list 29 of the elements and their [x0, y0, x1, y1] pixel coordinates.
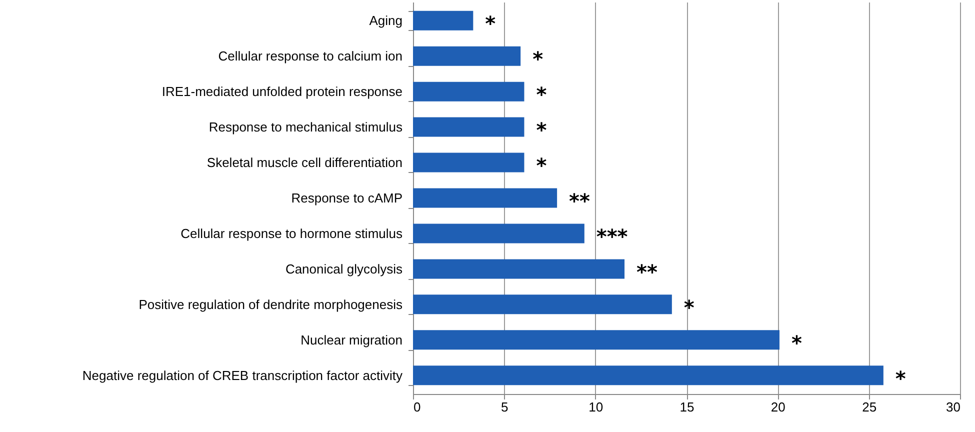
- y-tick-label: Cellular response to calcium ion: [218, 48, 402, 64]
- annotation: *: [485, 12, 496, 36]
- y-tick-label: Canonical glycolysis: [285, 261, 403, 276]
- y-tick-label: Cellular response to hormone stimulus: [180, 226, 403, 241]
- y-tick-label: Negative regulation of CREB transcription factor activity: [82, 368, 403, 383]
- x-tick-label: 30: [946, 400, 960, 414]
- y-tick-label: Skeletal muscle cell differentiation: [206, 155, 402, 170]
- y-tick-label: Nuclear migration: [300, 332, 402, 348]
- annotation: *: [684, 295, 695, 320]
- x-tick-label: 5: [501, 400, 508, 414]
- x-tick-label: 20: [770, 400, 786, 414]
- y-tick-label: IRE1-mediated unfolded protein response: [162, 84, 402, 100]
- annotation: *: [895, 366, 906, 390]
- y-tick-label: Response to mechanical stimulus: [208, 120, 403, 135]
- y-tick-label: Aging: [369, 13, 402, 28]
- x-tick-label: 15: [680, 400, 694, 414]
- x-tick-label: 25: [862, 400, 877, 414]
- x-tick-label: 10: [588, 400, 604, 414]
- y-tick-label: Positive regulation of dendrite morphogenesis: [138, 296, 403, 312]
- annotation: *: [532, 47, 544, 72]
- y-tick-label: Response to cAMP: [291, 190, 402, 206]
- annotation: *: [536, 82, 548, 107]
- annotation: ***: [596, 224, 628, 248]
- annotation: *: [536, 154, 548, 178]
- x-tick-label: 0: [414, 400, 421, 414]
- annotation: **: [569, 189, 590, 213]
- annotation: *: [791, 330, 802, 355]
- annotation: *: [536, 118, 548, 142]
- annotation: **: [636, 260, 658, 284]
